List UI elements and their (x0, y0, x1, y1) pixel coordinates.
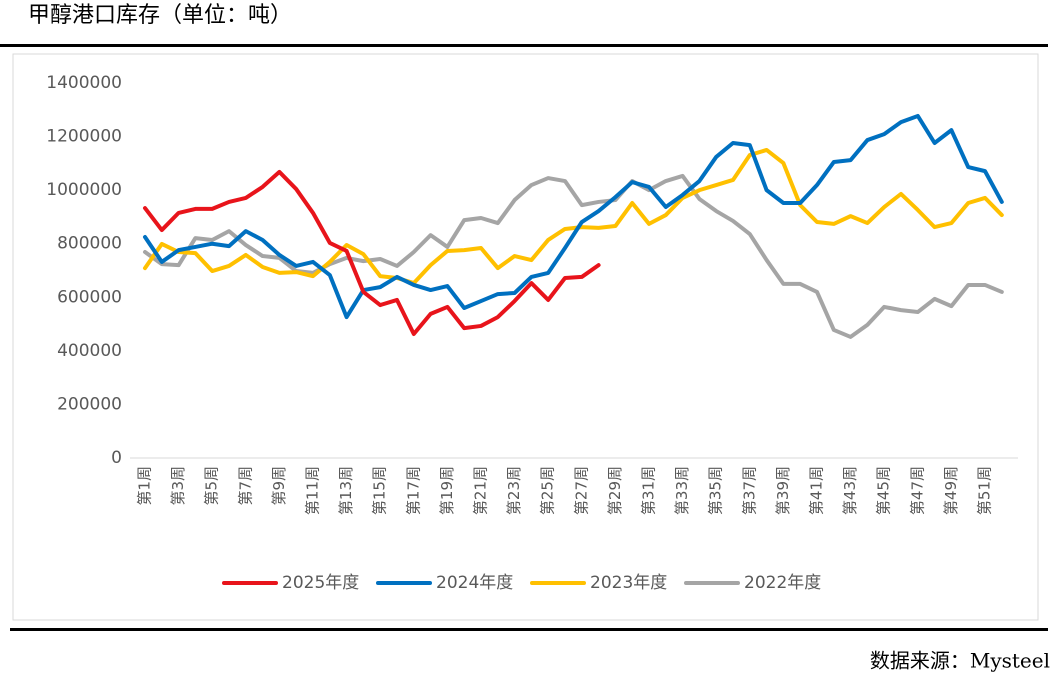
x-tick-label: 第27周 (572, 466, 590, 515)
bottom-rule (10, 628, 1048, 631)
x-tick-label: 第25周 (539, 466, 557, 515)
x-tick-label: 第31周 (640, 466, 658, 515)
x-tick-label: 第33周 (673, 466, 691, 515)
x-tick-label: 第29周 (606, 466, 624, 515)
legend-label: 2023年度 (590, 573, 667, 593)
x-tick-label: 第49周 (942, 466, 960, 515)
x-tick-label: 第13周 (337, 466, 355, 515)
x-tick-label: 第45周 (875, 466, 893, 515)
x-tick-label: 第1周 (136, 466, 154, 506)
x-tick-label: 第41周 (808, 466, 826, 515)
x-tick-label: 第7周 (236, 466, 254, 506)
series-line (143, 113, 1004, 320)
x-tick-label: 第9周 (270, 466, 288, 506)
y-tick-label: 0 (111, 448, 122, 468)
legend-label: 2025年度 (282, 573, 359, 593)
y-tick-label: 600000 (57, 287, 122, 307)
x-tick-label: 第11周 (304, 466, 322, 515)
x-tick-label: 第15周 (371, 466, 389, 515)
series-line (143, 173, 1004, 339)
chart-frame (12, 53, 1039, 621)
x-tick-label: 第39周 (774, 466, 792, 515)
x-tick-label: 第35周 (707, 466, 725, 515)
chart-title: 甲醇港口库存（单位：吨） (28, 3, 292, 28)
series-line (143, 169, 601, 336)
y-tick-label: 400000 (57, 341, 122, 361)
top-rule (0, 44, 1048, 47)
x-tick-label: 第19周 (438, 466, 456, 515)
x-tick-label: 第23周 (505, 466, 523, 515)
y-tick-label: 1000000 (46, 180, 122, 200)
x-tick-label: 第3周 (169, 466, 187, 506)
x-tick-label: 第47周 (908, 466, 926, 515)
x-tick-label: 第51周 (976, 466, 994, 515)
x-tick-label: 第43周 (841, 466, 859, 515)
x-tick-label: 第5周 (203, 466, 221, 506)
legend-label: 2024年度 (436, 573, 513, 593)
source: 数据来源：Mysteel (870, 649, 1050, 673)
y-tick-label: 1200000 (46, 127, 122, 147)
x-tick-label: 第17周 (404, 466, 422, 515)
y-tick-label: 200000 (57, 394, 122, 414)
y-tick-label: 800000 (57, 234, 122, 254)
y-tick-label: 1400000 (46, 73, 122, 93)
series-line (143, 147, 1004, 286)
legend-label: 2022年度 (744, 573, 821, 593)
x-tick-label: 第21周 (472, 466, 490, 515)
x-tick-label: 第37周 (740, 466, 758, 515)
